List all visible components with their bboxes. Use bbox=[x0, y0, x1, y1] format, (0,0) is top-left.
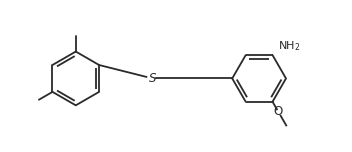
Text: S: S bbox=[149, 72, 156, 85]
Text: NH$_2$: NH$_2$ bbox=[278, 39, 301, 53]
Text: O: O bbox=[274, 105, 283, 118]
